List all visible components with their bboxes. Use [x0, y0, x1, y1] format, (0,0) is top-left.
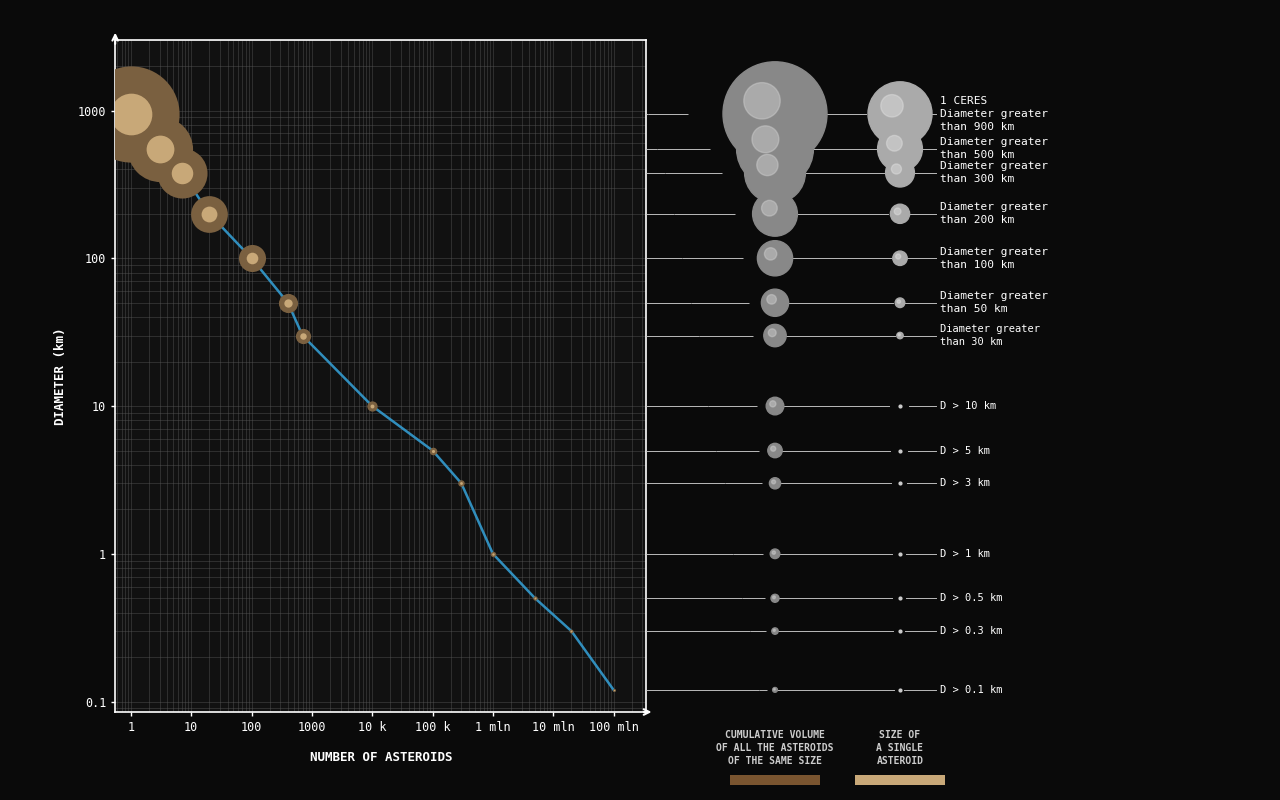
Circle shape [769, 401, 776, 407]
Text: CUMULATIVE VOLUME
OF ALL THE ASTEROIDS
OF THE SAME SIZE: CUMULATIVE VOLUME OF ALL THE ASTEROIDS O… [717, 730, 833, 766]
Point [890, 592, 910, 605]
Circle shape [893, 251, 908, 266]
Circle shape [756, 154, 778, 176]
Point [362, 400, 383, 413]
Circle shape [891, 204, 910, 223]
Circle shape [772, 551, 776, 554]
Text: Diameter greater
than 30 km: Diameter greater than 30 km [940, 324, 1039, 347]
Circle shape [887, 135, 902, 151]
Point [278, 296, 298, 309]
Text: Diameter greater
than 100 km: Diameter greater than 100 km [940, 247, 1048, 270]
Circle shape [773, 596, 776, 598]
Circle shape [762, 200, 777, 216]
Circle shape [771, 446, 776, 451]
Circle shape [745, 142, 805, 203]
Circle shape [897, 300, 901, 303]
Point [150, 142, 170, 155]
Point [603, 683, 623, 696]
Circle shape [899, 334, 900, 336]
Point [172, 166, 192, 179]
Text: Diameter greater
than 50 km: Diameter greater than 50 km [940, 291, 1048, 314]
Point [422, 444, 443, 457]
Point [451, 477, 471, 490]
Point [422, 444, 443, 457]
Circle shape [878, 126, 923, 171]
Point [890, 547, 910, 560]
X-axis label: NUMBER OF ASTEROIDS: NUMBER OF ASTEROIDS [310, 750, 452, 764]
Circle shape [773, 689, 776, 690]
Circle shape [881, 94, 904, 117]
Text: Diameter greater
than 300 km: Diameter greater than 300 km [940, 161, 1048, 184]
Text: D > 0.5 km: D > 0.5 km [940, 594, 1002, 603]
Circle shape [764, 248, 777, 260]
Y-axis label: DIAMETER (km): DIAMETER (km) [54, 327, 67, 425]
Text: D > 0.3 km: D > 0.3 km [940, 626, 1002, 636]
Point [483, 547, 503, 560]
Text: D > 5 km: D > 5 km [940, 446, 989, 455]
Circle shape [891, 164, 901, 174]
Point [890, 400, 910, 413]
Text: D > 10 km: D > 10 km [940, 401, 996, 411]
Point [890, 477, 910, 490]
Circle shape [723, 62, 827, 166]
Point [362, 400, 383, 413]
Text: SIZE OF
A SINGLE
ASTEROID: SIZE OF A SINGLE ASTEROID [877, 730, 923, 766]
Circle shape [771, 549, 780, 558]
Point [451, 477, 471, 490]
Circle shape [753, 191, 797, 236]
Point [150, 142, 170, 155]
Circle shape [896, 254, 901, 259]
Circle shape [768, 443, 782, 458]
Point [200, 207, 220, 220]
Point [603, 683, 623, 696]
Point [120, 107, 141, 120]
Point [561, 625, 581, 638]
Circle shape [897, 332, 904, 338]
Bar [855, 775, 945, 785]
Bar [730, 775, 820, 785]
Point [483, 547, 503, 560]
Circle shape [773, 629, 776, 631]
Circle shape [758, 241, 792, 276]
Text: D > 3 km: D > 3 km [940, 478, 989, 488]
Text: 1 CERES
Diameter greater
than 900 km: 1 CERES Diameter greater than 900 km [940, 96, 1048, 131]
Circle shape [895, 208, 901, 214]
Point [242, 252, 262, 265]
Circle shape [886, 158, 914, 187]
Circle shape [767, 294, 777, 304]
Point [278, 296, 298, 309]
Point [890, 625, 910, 638]
Text: D > 0.1 km: D > 0.1 km [940, 685, 1002, 695]
Point [292, 329, 312, 342]
Point [890, 444, 910, 457]
Point [172, 166, 192, 179]
Circle shape [764, 324, 786, 346]
Circle shape [769, 478, 781, 489]
Circle shape [767, 398, 783, 415]
Circle shape [771, 594, 780, 602]
Circle shape [762, 289, 788, 316]
Text: Diameter greater
than 500 km: Diameter greater than 500 km [940, 138, 1048, 160]
Point [120, 107, 141, 120]
Point [525, 592, 545, 605]
Circle shape [773, 687, 777, 692]
Point [292, 329, 312, 342]
Point [890, 683, 910, 696]
Circle shape [772, 480, 776, 484]
Circle shape [751, 126, 778, 153]
Point [200, 207, 220, 220]
Text: D > 1 km: D > 1 km [940, 549, 989, 559]
Circle shape [744, 82, 781, 119]
Circle shape [736, 110, 813, 187]
Circle shape [772, 628, 778, 634]
Text: Diameter greater
than 200 km: Diameter greater than 200 km [940, 202, 1048, 225]
Circle shape [895, 298, 905, 307]
Point [561, 625, 581, 638]
Circle shape [768, 329, 776, 337]
Point [242, 252, 262, 265]
Point [525, 592, 545, 605]
Circle shape [868, 82, 932, 146]
